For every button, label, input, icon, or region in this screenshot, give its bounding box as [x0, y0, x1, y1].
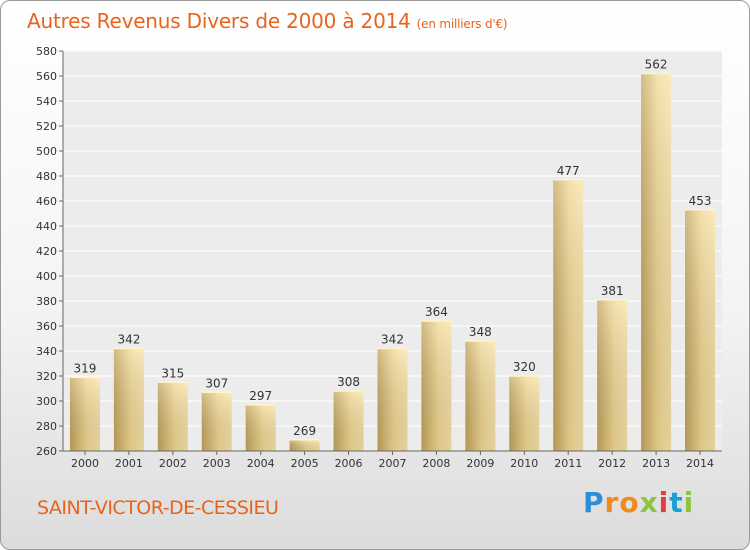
x-tick-label: 2009 [466, 457, 494, 470]
bar-shade [597, 299, 628, 451]
x-tick-label: 2004 [247, 457, 275, 470]
commune-name: SAINT-VICTOR-DE-CESSIEU [37, 497, 279, 519]
bar-2005 [289, 439, 320, 451]
bar-2008 [421, 320, 452, 451]
data-label: 342 [381, 333, 404, 347]
y-tick-label: 480 [36, 170, 57, 183]
bars-group [69, 72, 716, 451]
y-tick-label: 520 [36, 120, 57, 133]
bar-2006 [333, 390, 364, 451]
y-tick-label: 440 [36, 220, 57, 233]
logo-letter: t [669, 486, 684, 519]
y-tick-label: 380 [36, 295, 57, 308]
data-labels-group: 319 342 315 307 297 269 308 342 364 348 320 477 381 5… [74, 58, 712, 438]
logo-letter: i [658, 486, 670, 519]
logo-letter: r [604, 486, 620, 519]
data-label: 315 [161, 366, 184, 380]
x-tick-label: 2001 [115, 457, 143, 470]
bar-shade [157, 382, 188, 451]
bar-2007 [377, 347, 408, 451]
bar-shade [113, 348, 144, 451]
logo-letter: i [683, 486, 695, 519]
x-tick-label: 2006 [335, 457, 363, 470]
y-tick-label: 540 [36, 95, 57, 108]
bar-2011 [553, 179, 584, 451]
data-label: 453 [689, 194, 712, 208]
y-axis: 260 280 300 320 340 360 380 400 420 440 460 480 500 5… [36, 45, 64, 458]
bar-shade [69, 377, 100, 451]
x-tick-label: 2005 [291, 457, 319, 470]
x-tick-label: 2012 [598, 457, 626, 470]
data-label: 364 [425, 305, 448, 319]
logo-letter: x [639, 486, 659, 519]
bar-shade [465, 341, 496, 451]
bar-2003 [201, 391, 232, 451]
x-tick-label: 2003 [203, 457, 231, 470]
y-tick-label: 340 [36, 345, 57, 358]
data-label: 297 [249, 389, 272, 403]
y-tick-label: 580 [36, 45, 57, 58]
logo-letter: P [583, 486, 605, 519]
bar-2012 [597, 299, 628, 451]
x-tick-label: 2010 [510, 457, 538, 470]
data-label: 348 [469, 325, 492, 339]
data-label: 562 [645, 58, 668, 72]
y-tick-label: 460 [36, 195, 57, 208]
data-label: 319 [74, 361, 97, 375]
data-label: 307 [205, 376, 228, 390]
bar-shade [333, 391, 364, 451]
bar-shade [685, 209, 716, 451]
x-tick-label: 2000 [71, 457, 99, 470]
bar-2001 [113, 347, 144, 451]
logo-letter: o [619, 486, 640, 519]
chart-title-text: Autres Revenus Divers de 2000 à 2014 [27, 9, 411, 33]
bar-2010 [509, 375, 540, 451]
bar-2000 [69, 376, 100, 451]
chart-title: Autres Revenus Divers de 2000 à 2014 (en … [27, 9, 508, 33]
bar-shade [553, 179, 584, 451]
data-label: 308 [337, 375, 360, 389]
data-label: 477 [557, 164, 580, 178]
y-tick-label: 420 [36, 245, 57, 258]
bar-2014 [685, 209, 716, 451]
bar-shade [201, 392, 232, 451]
bar-shade [245, 404, 276, 451]
x-tick-label: 2011 [554, 457, 582, 470]
bar-shade [289, 439, 320, 451]
x-tick-label: 2008 [422, 457, 450, 470]
y-tick-label: 560 [36, 70, 57, 83]
y-tick-label: 400 [36, 270, 57, 283]
x-axis: 2000 2001 2002 2003 2004 2005 2006 2007 2008 2009… [63, 450, 722, 470]
y-tick-label: 300 [36, 395, 57, 408]
y-tick-label: 320 [36, 370, 57, 383]
bar-shade [509, 376, 540, 451]
bar-shade [377, 348, 408, 451]
bar-shade [641, 73, 672, 451]
data-label: 269 [293, 424, 316, 438]
proxiti-logo: Proxiti [583, 486, 694, 519]
chart-title-unit: (en milliers d'€) [416, 17, 508, 31]
x-tick-label: 2002 [159, 457, 187, 470]
y-tick-label: 260 [36, 445, 57, 458]
y-tick-label: 500 [36, 145, 57, 158]
y-tick-label: 280 [36, 420, 57, 433]
x-tick-label: 2007 [379, 457, 407, 470]
data-label: 381 [601, 284, 624, 298]
data-label: 320 [513, 360, 536, 374]
x-tick-label: 2014 [686, 457, 714, 470]
bar-2009 [465, 340, 496, 451]
bar-shade [421, 321, 452, 451]
bar-2013 [641, 72, 672, 451]
y-tick-label: 360 [36, 320, 57, 333]
bar-2002 [157, 381, 188, 451]
data-label: 342 [117, 333, 140, 347]
x-tick-label: 2013 [642, 457, 670, 470]
bar-2004 [245, 404, 276, 451]
